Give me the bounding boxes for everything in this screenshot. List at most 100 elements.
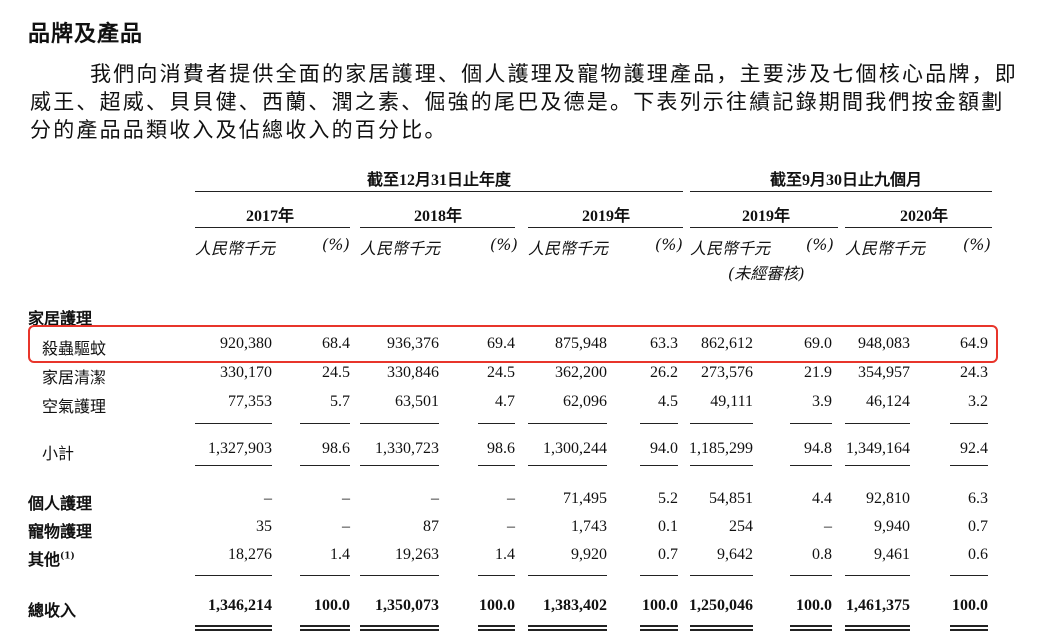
double-underline bbox=[640, 625, 678, 631]
unaudited-note: (未經審核) bbox=[728, 264, 805, 283]
table-cell: 21.9 bbox=[804, 364, 832, 381]
table-cell: 100.0 bbox=[642, 597, 678, 614]
table-cell: 24.5 bbox=[487, 364, 515, 381]
table-cell: 0.7 bbox=[968, 518, 988, 535]
column-rule bbox=[845, 465, 910, 466]
table-cell: 98.6 bbox=[322, 440, 350, 457]
column-rule bbox=[300, 423, 350, 424]
table-cell: 6.3 bbox=[968, 490, 988, 507]
column-rule bbox=[478, 423, 515, 424]
double-underline bbox=[950, 625, 988, 631]
table-cell: 920,380 bbox=[220, 335, 272, 352]
double-underline bbox=[790, 625, 832, 631]
year-rule-2019 bbox=[528, 227, 683, 228]
table-cell: 273,576 bbox=[701, 364, 753, 381]
others-text: 其他 bbox=[28, 550, 61, 569]
unit-amount: 人民幣千元 bbox=[845, 239, 926, 258]
table-cell: 87 bbox=[423, 518, 439, 535]
table-cell: 9,461 bbox=[874, 546, 910, 563]
group-rule-year bbox=[195, 191, 683, 192]
double-underline bbox=[478, 625, 515, 631]
column-rule bbox=[790, 423, 832, 424]
table-cell: 330,846 bbox=[387, 364, 439, 381]
table-cell: 9,920 bbox=[571, 546, 607, 563]
table-cell: 9,940 bbox=[874, 518, 910, 535]
column-rule bbox=[300, 465, 350, 466]
table-cell: 100.0 bbox=[796, 597, 832, 614]
table-cell: 1,346,214 bbox=[208, 597, 272, 614]
table-cell: 0.1 bbox=[658, 518, 678, 535]
table-cell: 63.3 bbox=[650, 335, 678, 352]
column-rule bbox=[845, 575, 910, 576]
table-cell: 362,200 bbox=[555, 364, 607, 381]
table-cell: – bbox=[507, 490, 515, 507]
column-rule bbox=[478, 575, 515, 576]
row-label-personal-care: 個人護理 bbox=[28, 494, 93, 513]
table-cell: 1,300,244 bbox=[543, 440, 607, 457]
table-cell: – bbox=[431, 490, 439, 507]
table-cell: – bbox=[264, 490, 272, 507]
table-cell: – bbox=[824, 518, 832, 535]
table-cell: 19,263 bbox=[395, 546, 439, 563]
table-cell: 100.0 bbox=[314, 597, 350, 614]
table-cell: 0.7 bbox=[658, 546, 678, 563]
row-label-subtotal: 小計 bbox=[42, 444, 75, 463]
column-rule bbox=[690, 575, 753, 576]
table-cell: 5.7 bbox=[330, 393, 350, 410]
unit-amount: 人民幣千元 bbox=[690, 239, 771, 258]
footnote-mark: (1) bbox=[60, 551, 75, 562]
table-cell: 0.8 bbox=[812, 546, 832, 563]
table-cell: 4.5 bbox=[658, 393, 678, 410]
table-cell: 94.8 bbox=[804, 440, 832, 457]
table-cell: 64.9 bbox=[960, 335, 988, 352]
group-header-nine-months: 截至9月30日止九個月 bbox=[770, 172, 923, 189]
row-label-pet-care: 寵物護理 bbox=[28, 522, 93, 541]
column-rule bbox=[790, 465, 832, 466]
year-header-2017: 2017年 bbox=[246, 208, 295, 225]
table-cell: 1,349,164 bbox=[846, 440, 910, 457]
column-rule bbox=[950, 465, 988, 466]
table-cell: 330,170 bbox=[220, 364, 272, 381]
unit-amount: 人民幣千元 bbox=[195, 239, 276, 258]
table-cell: 24.5 bbox=[322, 364, 350, 381]
unit-amount: 人民幣千元 bbox=[528, 239, 609, 258]
unit-amount: 人民幣千元 bbox=[360, 239, 441, 258]
year-rule-2019-9m bbox=[690, 227, 838, 228]
double-underline bbox=[528, 625, 607, 631]
table-cell: 35 bbox=[256, 518, 272, 535]
column-rule bbox=[950, 575, 988, 576]
table-cell: 71,495 bbox=[563, 490, 607, 507]
intro-paragraph: 我們向消費者提供全面的家居護理、個人護理及寵物護理產品，主要涉及七個核心品牌，即… bbox=[30, 60, 1020, 144]
column-rule bbox=[845, 423, 910, 424]
table-cell: 63,501 bbox=[395, 393, 439, 410]
unit-pct: (%) bbox=[806, 235, 834, 254]
section-title: 品牌及產品 bbox=[28, 22, 144, 47]
row-label-total: 總收入 bbox=[28, 601, 77, 620]
table-cell: 875,948 bbox=[555, 335, 607, 352]
highlight-box bbox=[28, 325, 998, 363]
table-cell: 1,327,903 bbox=[208, 440, 272, 457]
column-rule bbox=[528, 423, 607, 424]
column-rule bbox=[640, 423, 678, 424]
table-cell: 1,743 bbox=[571, 518, 607, 535]
intro-text: 我們向消費者提供全面的家居護理、個人護理及寵物護理產品，主要涉及七個核心品牌，即… bbox=[30, 62, 1018, 142]
column-rule bbox=[195, 575, 272, 576]
column-rule bbox=[478, 465, 515, 466]
double-underline bbox=[195, 625, 272, 631]
column-rule bbox=[640, 465, 678, 466]
column-rule bbox=[790, 575, 832, 576]
table-cell: 68.4 bbox=[322, 335, 350, 352]
table-cell: 77,353 bbox=[228, 393, 272, 410]
table-cell: 92.4 bbox=[960, 440, 988, 457]
column-rule bbox=[528, 465, 607, 466]
column-rule bbox=[360, 575, 439, 576]
column-rule bbox=[690, 465, 753, 466]
unit-pct: (%) bbox=[655, 235, 683, 254]
table-cell: 1,461,375 bbox=[846, 597, 910, 614]
table-cell: 1,250,046 bbox=[689, 597, 753, 614]
column-rule bbox=[300, 575, 350, 576]
double-underline bbox=[300, 625, 350, 631]
table-cell: 5.2 bbox=[658, 490, 678, 507]
double-underline bbox=[845, 625, 910, 631]
table-cell: 3.2 bbox=[968, 393, 988, 410]
